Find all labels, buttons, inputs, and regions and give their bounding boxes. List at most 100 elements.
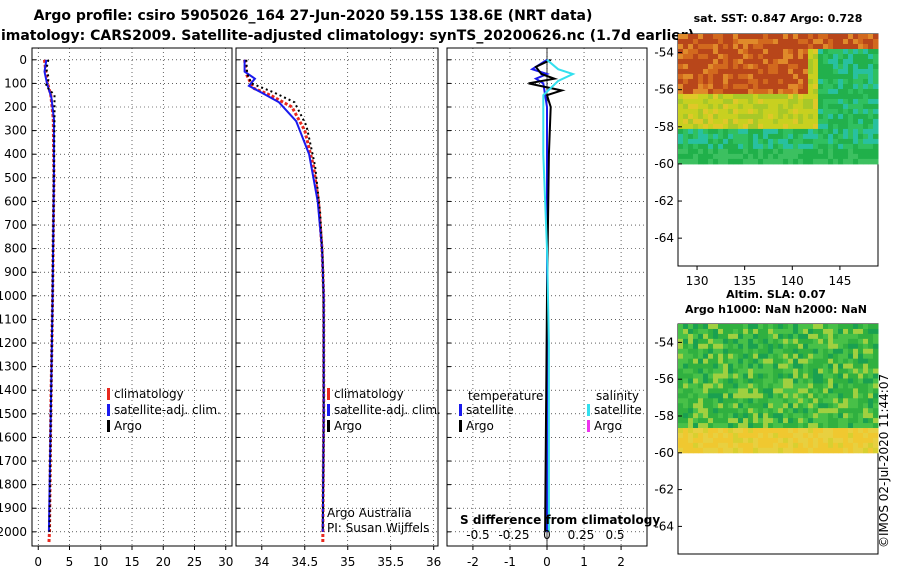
map-cell: [733, 73, 739, 80]
map-cell: [778, 78, 784, 85]
map-cell: [753, 398, 759, 404]
map-cell: [678, 68, 684, 75]
map-cell: [853, 118, 859, 125]
map-cell: [688, 103, 694, 110]
map-cell: [698, 123, 704, 130]
map-cell: [763, 113, 769, 120]
map-cell: [823, 348, 829, 355]
map-cell: [848, 48, 854, 55]
map-cell: [873, 93, 879, 100]
map-cell: [843, 348, 849, 355]
map-cell: [768, 34, 774, 40]
map-cell: [728, 388, 734, 394]
legend-title-temperature: temperature: [468, 389, 543, 403]
map-cell: [823, 123, 829, 130]
map-cell: [858, 83, 864, 90]
map-cell: [863, 63, 869, 70]
map-cell: [853, 437, 859, 444]
map-cell: [843, 138, 849, 145]
map-cell: [718, 158, 724, 165]
map-cell: [698, 133, 704, 140]
map-cell: [788, 43, 794, 50]
map-cell: [698, 388, 704, 394]
map-cell: [683, 418, 689, 424]
map-cell: [758, 324, 764, 330]
map-cell: [868, 128, 874, 135]
map-cell: [843, 428, 849, 434]
map-cell: [868, 393, 874, 399]
map-cell: [838, 358, 844, 365]
map-cell: [818, 153, 824, 160]
map-cell: [863, 58, 869, 65]
map-cell: [773, 363, 779, 370]
map-cell: [773, 368, 779, 375]
map-cell: [698, 43, 704, 50]
map-cell: [683, 403, 689, 409]
map-cell: [858, 48, 864, 55]
map-cell: [703, 324, 709, 330]
map-cell: [698, 423, 704, 429]
map-cell: [778, 38, 784, 45]
map-cell: [828, 73, 834, 80]
map-cell: [713, 373, 719, 379]
map-cell: [788, 63, 794, 70]
map-cell: [813, 43, 819, 50]
map-cell: [683, 53, 689, 60]
map-cell: [788, 418, 794, 424]
map-cell: [708, 58, 714, 65]
map-cell: [773, 353, 779, 360]
map-cell: [748, 437, 754, 444]
map-cell: [678, 383, 684, 389]
map-cell: [698, 383, 704, 389]
map-cell: [688, 363, 694, 370]
map-cell: [833, 408, 839, 414]
map-cell: [783, 353, 789, 360]
map-cell: [843, 403, 849, 409]
map-cell: [798, 43, 804, 50]
map-cell: [853, 98, 859, 105]
map-cell: [833, 38, 839, 45]
map-cell: [778, 43, 784, 50]
map-cell: [813, 408, 819, 414]
map-cell: [798, 378, 804, 384]
map-cell: [693, 373, 699, 379]
map-cell: [683, 333, 689, 340]
map-cell: [728, 143, 734, 150]
legend-swatch: [459, 404, 462, 416]
map-cell: [828, 368, 834, 375]
map-cell: [708, 333, 714, 340]
map-cell: [713, 324, 719, 330]
map-cell: [718, 98, 724, 105]
map-cell: [853, 138, 859, 145]
map-cell: [728, 68, 734, 75]
map-cell: [843, 118, 849, 125]
map-cell: [678, 442, 684, 449]
map-cell: [748, 68, 754, 75]
map-cell: [783, 53, 789, 60]
map-cell: [858, 368, 864, 375]
map-cell: [848, 403, 854, 409]
map-cell: [688, 34, 694, 40]
map-cell: [833, 153, 839, 160]
map-cell: [768, 58, 774, 65]
map-cell: [753, 98, 759, 105]
map-cell: [803, 83, 809, 90]
map-cell: [688, 148, 694, 155]
map-cell: [753, 148, 759, 155]
map-cell: [803, 143, 809, 150]
map-cell: [718, 403, 724, 409]
map-cell: [773, 388, 779, 394]
map-cell: [818, 143, 824, 150]
map-cell: [818, 108, 824, 115]
map-cell: [703, 48, 709, 55]
map-cell: [758, 383, 764, 389]
map-cell: [763, 378, 769, 384]
map-cell: [773, 358, 779, 365]
x-tick-label: 34.5: [291, 555, 318, 569]
map-cell: [743, 68, 749, 75]
map-cell: [843, 363, 849, 370]
map-cell: [758, 373, 764, 379]
map-cell: [678, 393, 684, 399]
map-cell: [778, 148, 784, 155]
map-cell: [843, 393, 849, 399]
